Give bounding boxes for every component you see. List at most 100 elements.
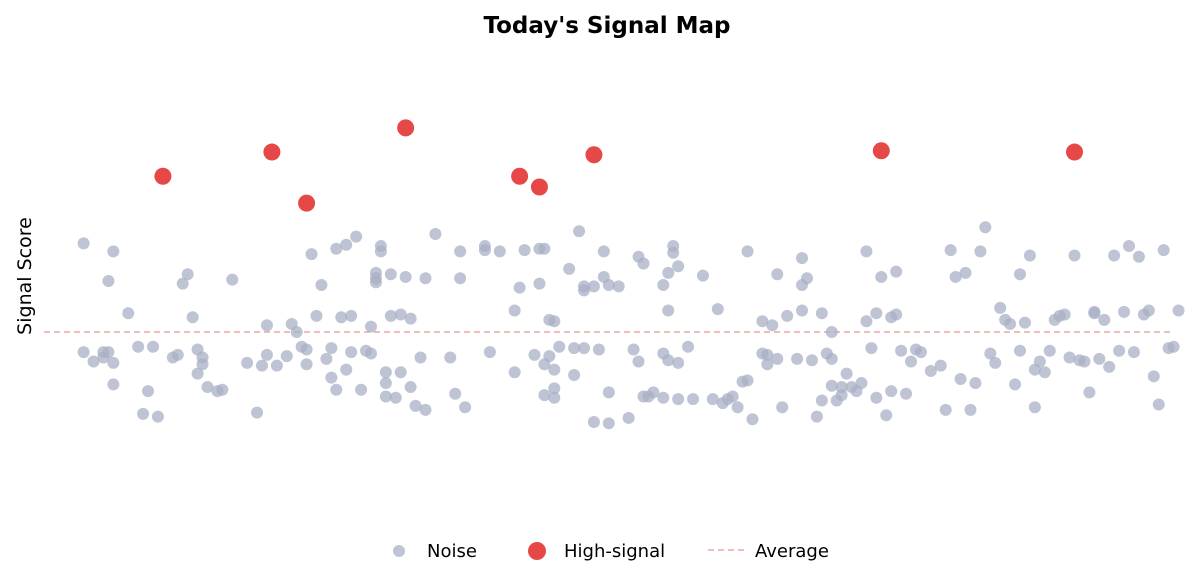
noise-points — [77, 221, 1185, 430]
noise-point — [890, 308, 903, 321]
noise-point — [672, 260, 685, 273]
noise-point — [578, 280, 591, 293]
noise-point — [151, 410, 164, 423]
legend: Noise High-signal Average — [393, 541, 829, 562]
noise-point — [300, 343, 313, 356]
noise-point — [255, 359, 268, 372]
noise-point — [171, 348, 184, 361]
noise-point — [840, 367, 853, 380]
noise-point — [885, 385, 898, 398]
noise-point — [409, 399, 422, 412]
noise-point — [662, 304, 675, 317]
noise-point — [939, 403, 952, 416]
noise-point — [1113, 344, 1126, 357]
noise-point — [355, 383, 368, 396]
noise-point — [726, 390, 739, 403]
noise-point — [696, 269, 709, 282]
noise-point — [627, 343, 640, 356]
noise-point — [682, 340, 695, 353]
legend-high-signal-marker — [528, 542, 546, 560]
noise-point — [364, 347, 377, 360]
noise-point — [538, 242, 551, 255]
noise-point — [350, 230, 363, 243]
noise-point — [454, 245, 467, 258]
noise-point — [1167, 340, 1180, 353]
noise-point — [959, 266, 972, 279]
noise-point — [1009, 378, 1022, 391]
noise-point — [270, 359, 283, 372]
legend-high-signal-label: High-signal — [564, 541, 665, 562]
noise-point — [672, 393, 685, 406]
noise-point — [508, 304, 521, 317]
noise-point — [404, 381, 417, 394]
noise-point — [1014, 268, 1027, 281]
noise-point — [384, 268, 397, 281]
noise-point — [984, 347, 997, 360]
noise-point — [548, 391, 561, 404]
noise-point — [528, 348, 541, 361]
noise-point — [419, 403, 432, 416]
noise-point — [518, 244, 531, 257]
noise-point — [345, 309, 358, 322]
high-signal-point — [397, 119, 415, 137]
high-signal-point — [298, 194, 316, 212]
noise-point — [741, 374, 754, 387]
noise-point — [330, 383, 343, 396]
noise-point — [369, 276, 382, 289]
noise-point — [761, 348, 774, 361]
noise-point — [142, 385, 155, 398]
noise-point — [865, 342, 878, 355]
noise-point — [568, 342, 581, 355]
noise-point — [657, 279, 670, 291]
noise-point — [974, 245, 987, 258]
noise-point — [815, 307, 828, 320]
noise-point — [394, 308, 407, 321]
noise-point — [979, 221, 992, 234]
noise-point — [290, 326, 303, 338]
noise-point — [1063, 351, 1076, 364]
noise-point — [1088, 307, 1101, 320]
noise-point — [1127, 346, 1140, 359]
noise-point — [1004, 317, 1017, 330]
noise-point — [662, 266, 675, 279]
noise-point — [384, 309, 397, 322]
noise-point — [335, 311, 348, 324]
noise-point — [1157, 244, 1170, 257]
noise-point — [771, 268, 784, 281]
noise-point — [483, 346, 496, 359]
legend-noise-marker — [393, 545, 405, 557]
noise-point — [132, 340, 145, 353]
noise-point — [924, 364, 937, 377]
noise-point — [825, 352, 838, 365]
noise-point — [964, 403, 977, 416]
noise-point — [102, 274, 115, 287]
noise-point — [325, 342, 338, 355]
noise-point — [900, 387, 913, 400]
noise-point — [538, 389, 551, 402]
noise-point — [587, 280, 600, 293]
noise-point — [444, 351, 457, 364]
noise-point — [280, 350, 293, 363]
noise-point — [379, 390, 392, 403]
noise-point — [800, 272, 813, 285]
noise-point — [895, 344, 908, 357]
noise-point — [825, 379, 838, 392]
noise-point — [176, 277, 189, 290]
noise-point — [761, 358, 774, 371]
noise-point — [711, 303, 724, 316]
noise-point — [870, 307, 883, 320]
noise-point — [563, 262, 576, 275]
noise-point — [241, 356, 254, 369]
noise-point — [107, 378, 120, 391]
noise-point — [1058, 308, 1071, 321]
noise-point — [622, 411, 635, 424]
noise-point — [835, 381, 848, 394]
noise-point — [637, 257, 650, 270]
y-axis-label: Signal Score — [14, 217, 36, 335]
noise-point — [191, 367, 204, 380]
high-signal-points — [154, 119, 1084, 212]
noise-point — [102, 346, 115, 359]
noise-point — [508, 366, 521, 379]
noise-point — [454, 272, 467, 285]
